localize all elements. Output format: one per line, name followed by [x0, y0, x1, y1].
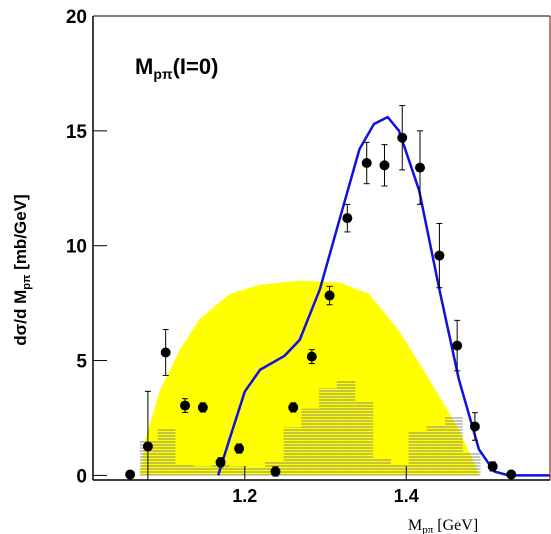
data-point — [379, 160, 390, 171]
y-tick-label: 15 — [66, 122, 88, 143]
annotation: Mpπ(I=0) — [135, 54, 218, 82]
data-point — [288, 402, 299, 413]
histogram-bar — [319, 388, 337, 476]
model-curve — [216, 115, 550, 477]
x-label-main: M — [408, 517, 422, 534]
data-point — [469, 421, 480, 432]
x-label-rest: [GeV] — [433, 517, 478, 534]
histogram-bar — [175, 463, 194, 476]
data-point — [342, 213, 353, 224]
plot-area: 0 5 10 15 20 1.2 1.4 — [66, 7, 551, 506]
annotation-rest: (I=0) — [173, 54, 219, 79]
x-tick-label: 1.4 — [394, 486, 419, 506]
data-point — [434, 250, 445, 261]
histogram-bar — [355, 401, 374, 476]
data-point — [180, 400, 191, 411]
histogram-bar — [247, 468, 265, 476]
histogram-bar — [408, 431, 427, 476]
data-point — [234, 443, 245, 454]
x-tick-label: 1.2 — [232, 486, 257, 506]
histogram-bar — [157, 429, 176, 476]
data-point — [125, 469, 136, 480]
data-point — [160, 347, 171, 358]
y-label-rest: [mb/GeV] — [11, 194, 30, 274]
histogram-bar — [193, 466, 212, 476]
data-point — [487, 461, 498, 472]
data-point — [415, 162, 426, 173]
y-tick-label: 0 — [76, 466, 87, 487]
y-label-sub: pπ — [21, 274, 33, 290]
histogram-bar — [462, 452, 481, 476]
histogram-bar — [336, 381, 356, 476]
histogram-bar — [373, 459, 391, 476]
histogram-bar — [283, 427, 302, 476]
data-point — [361, 158, 372, 169]
x-axis-label: Mpπ [GeV] — [408, 517, 478, 534]
histogram-bar — [229, 466, 248, 476]
annotation-main: M — [135, 54, 153, 79]
y-label-main: dσ/d M — [11, 290, 30, 346]
data-point — [270, 466, 281, 477]
data-point — [452, 340, 463, 351]
histogram-bar — [390, 463, 409, 476]
data-point — [506, 469, 517, 480]
y-axis-label: dσ/d Mpπ [mb/GeV] — [11, 194, 33, 345]
histogram-bar — [301, 408, 320, 476]
x-label-sub: pπ — [422, 524, 434, 534]
data-point — [142, 441, 153, 452]
histogram-bar — [445, 415, 463, 476]
annotation-sub: pπ — [153, 66, 173, 82]
histogram-bar — [426, 424, 446, 476]
data-point — [397, 132, 408, 143]
data-point — [197, 402, 208, 413]
data-point — [324, 290, 335, 301]
y-tick-label: 10 — [66, 237, 87, 258]
data-point — [306, 351, 317, 362]
phase-space-area — [139, 280, 480, 476]
y-tick-label: 20 — [66, 7, 87, 28]
y-tick-label: 5 — [76, 352, 87, 373]
data-point — [215, 457, 226, 468]
